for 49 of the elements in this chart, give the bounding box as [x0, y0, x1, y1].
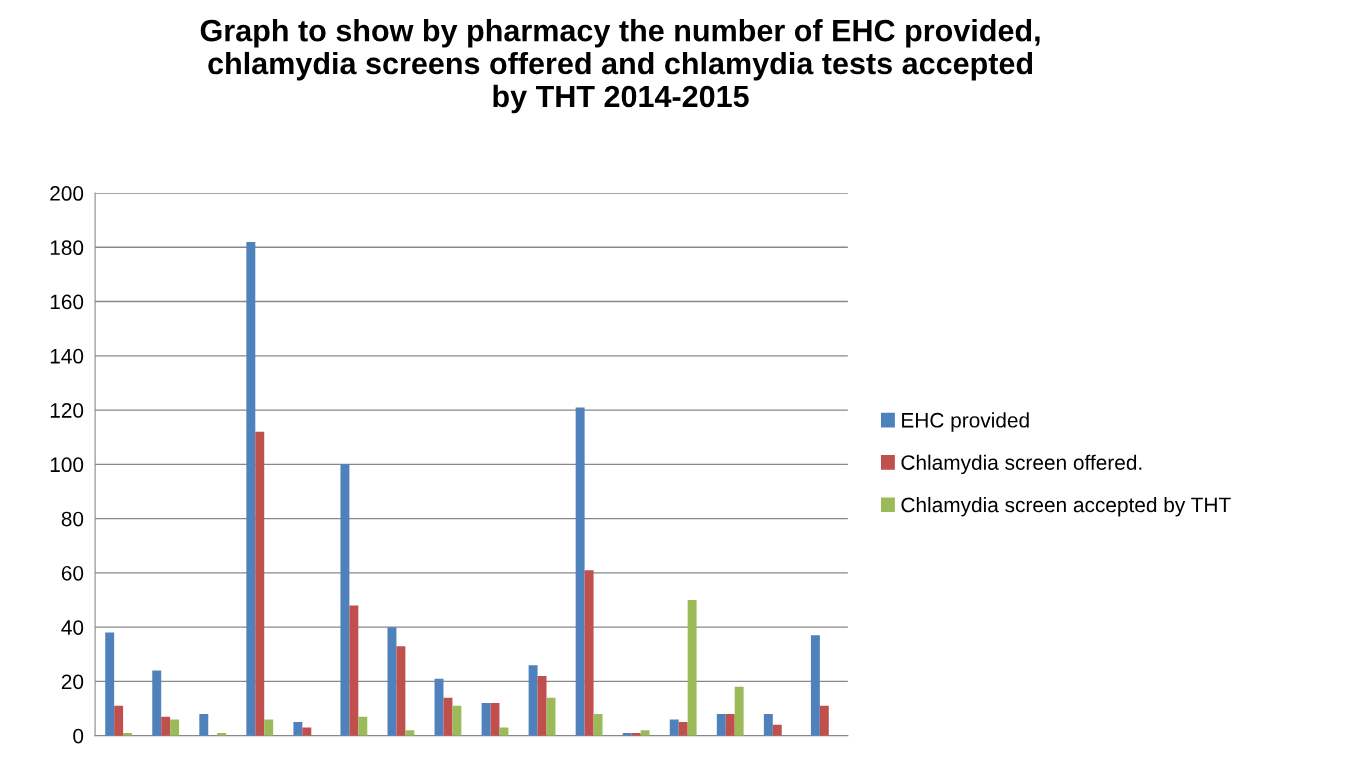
bar — [396, 646, 406, 736]
bar — [152, 670, 162, 736]
bar — [725, 713, 735, 736]
bar — [114, 705, 124, 736]
bar — [387, 627, 397, 736]
bar — [255, 431, 265, 736]
bar — [452, 705, 462, 736]
y-tick-label: 180 — [50, 240, 84, 256]
bar — [170, 719, 180, 736]
bar — [349, 605, 359, 736]
y-tick-label: 140 — [50, 348, 84, 364]
chart-title: Graph to show by pharmacy the number of EHC provided, chlamydia screens offered and chlamydia tests accepted by THT 2014-2015 — [200, 19, 1040, 114]
bar — [678, 722, 688, 736]
legend-label: EHC provided — [902, 412, 1029, 432]
bar — [734, 686, 744, 736]
legend-label: Chlamydia screen accepted by THT — [901, 496, 1231, 517]
bar — [246, 241, 256, 736]
y-tick-label: 80 — [61, 511, 84, 527]
bar — [105, 632, 115, 736]
bar — [772, 724, 782, 736]
bar — [199, 713, 209, 736]
legend-label: Chlamydia screen offered. — [901, 454, 1142, 475]
bar — [763, 713, 773, 736]
bar — [405, 730, 415, 736]
bar — [293, 722, 303, 736]
bar — [358, 716, 368, 736]
y-tick-label: 160 — [50, 294, 84, 310]
bar — [687, 600, 697, 736]
bar — [669, 719, 679, 736]
bar — [481, 703, 491, 736]
bar — [537, 675, 547, 736]
y-tick-label: 0 — [73, 728, 84, 744]
bar — [640, 730, 650, 736]
bar — [443, 697, 453, 736]
bar — [716, 713, 726, 736]
bar — [528, 665, 538, 736]
bar — [819, 705, 829, 736]
y-tick-label: 200 — [50, 186, 84, 201]
y-tick-label: 120 — [50, 403, 84, 418]
y-tick-label: 20 — [61, 674, 84, 690]
bar — [264, 719, 274, 736]
bar — [584, 570, 594, 736]
bar — [575, 407, 585, 736]
y-tick-label: 100 — [50, 457, 84, 473]
bar — [810, 635, 820, 736]
bar — [340, 464, 350, 736]
y-tick-label: 40 — [61, 620, 84, 635]
y-tick-label: 60 — [61, 565, 84, 581]
bar — [161, 716, 171, 736]
